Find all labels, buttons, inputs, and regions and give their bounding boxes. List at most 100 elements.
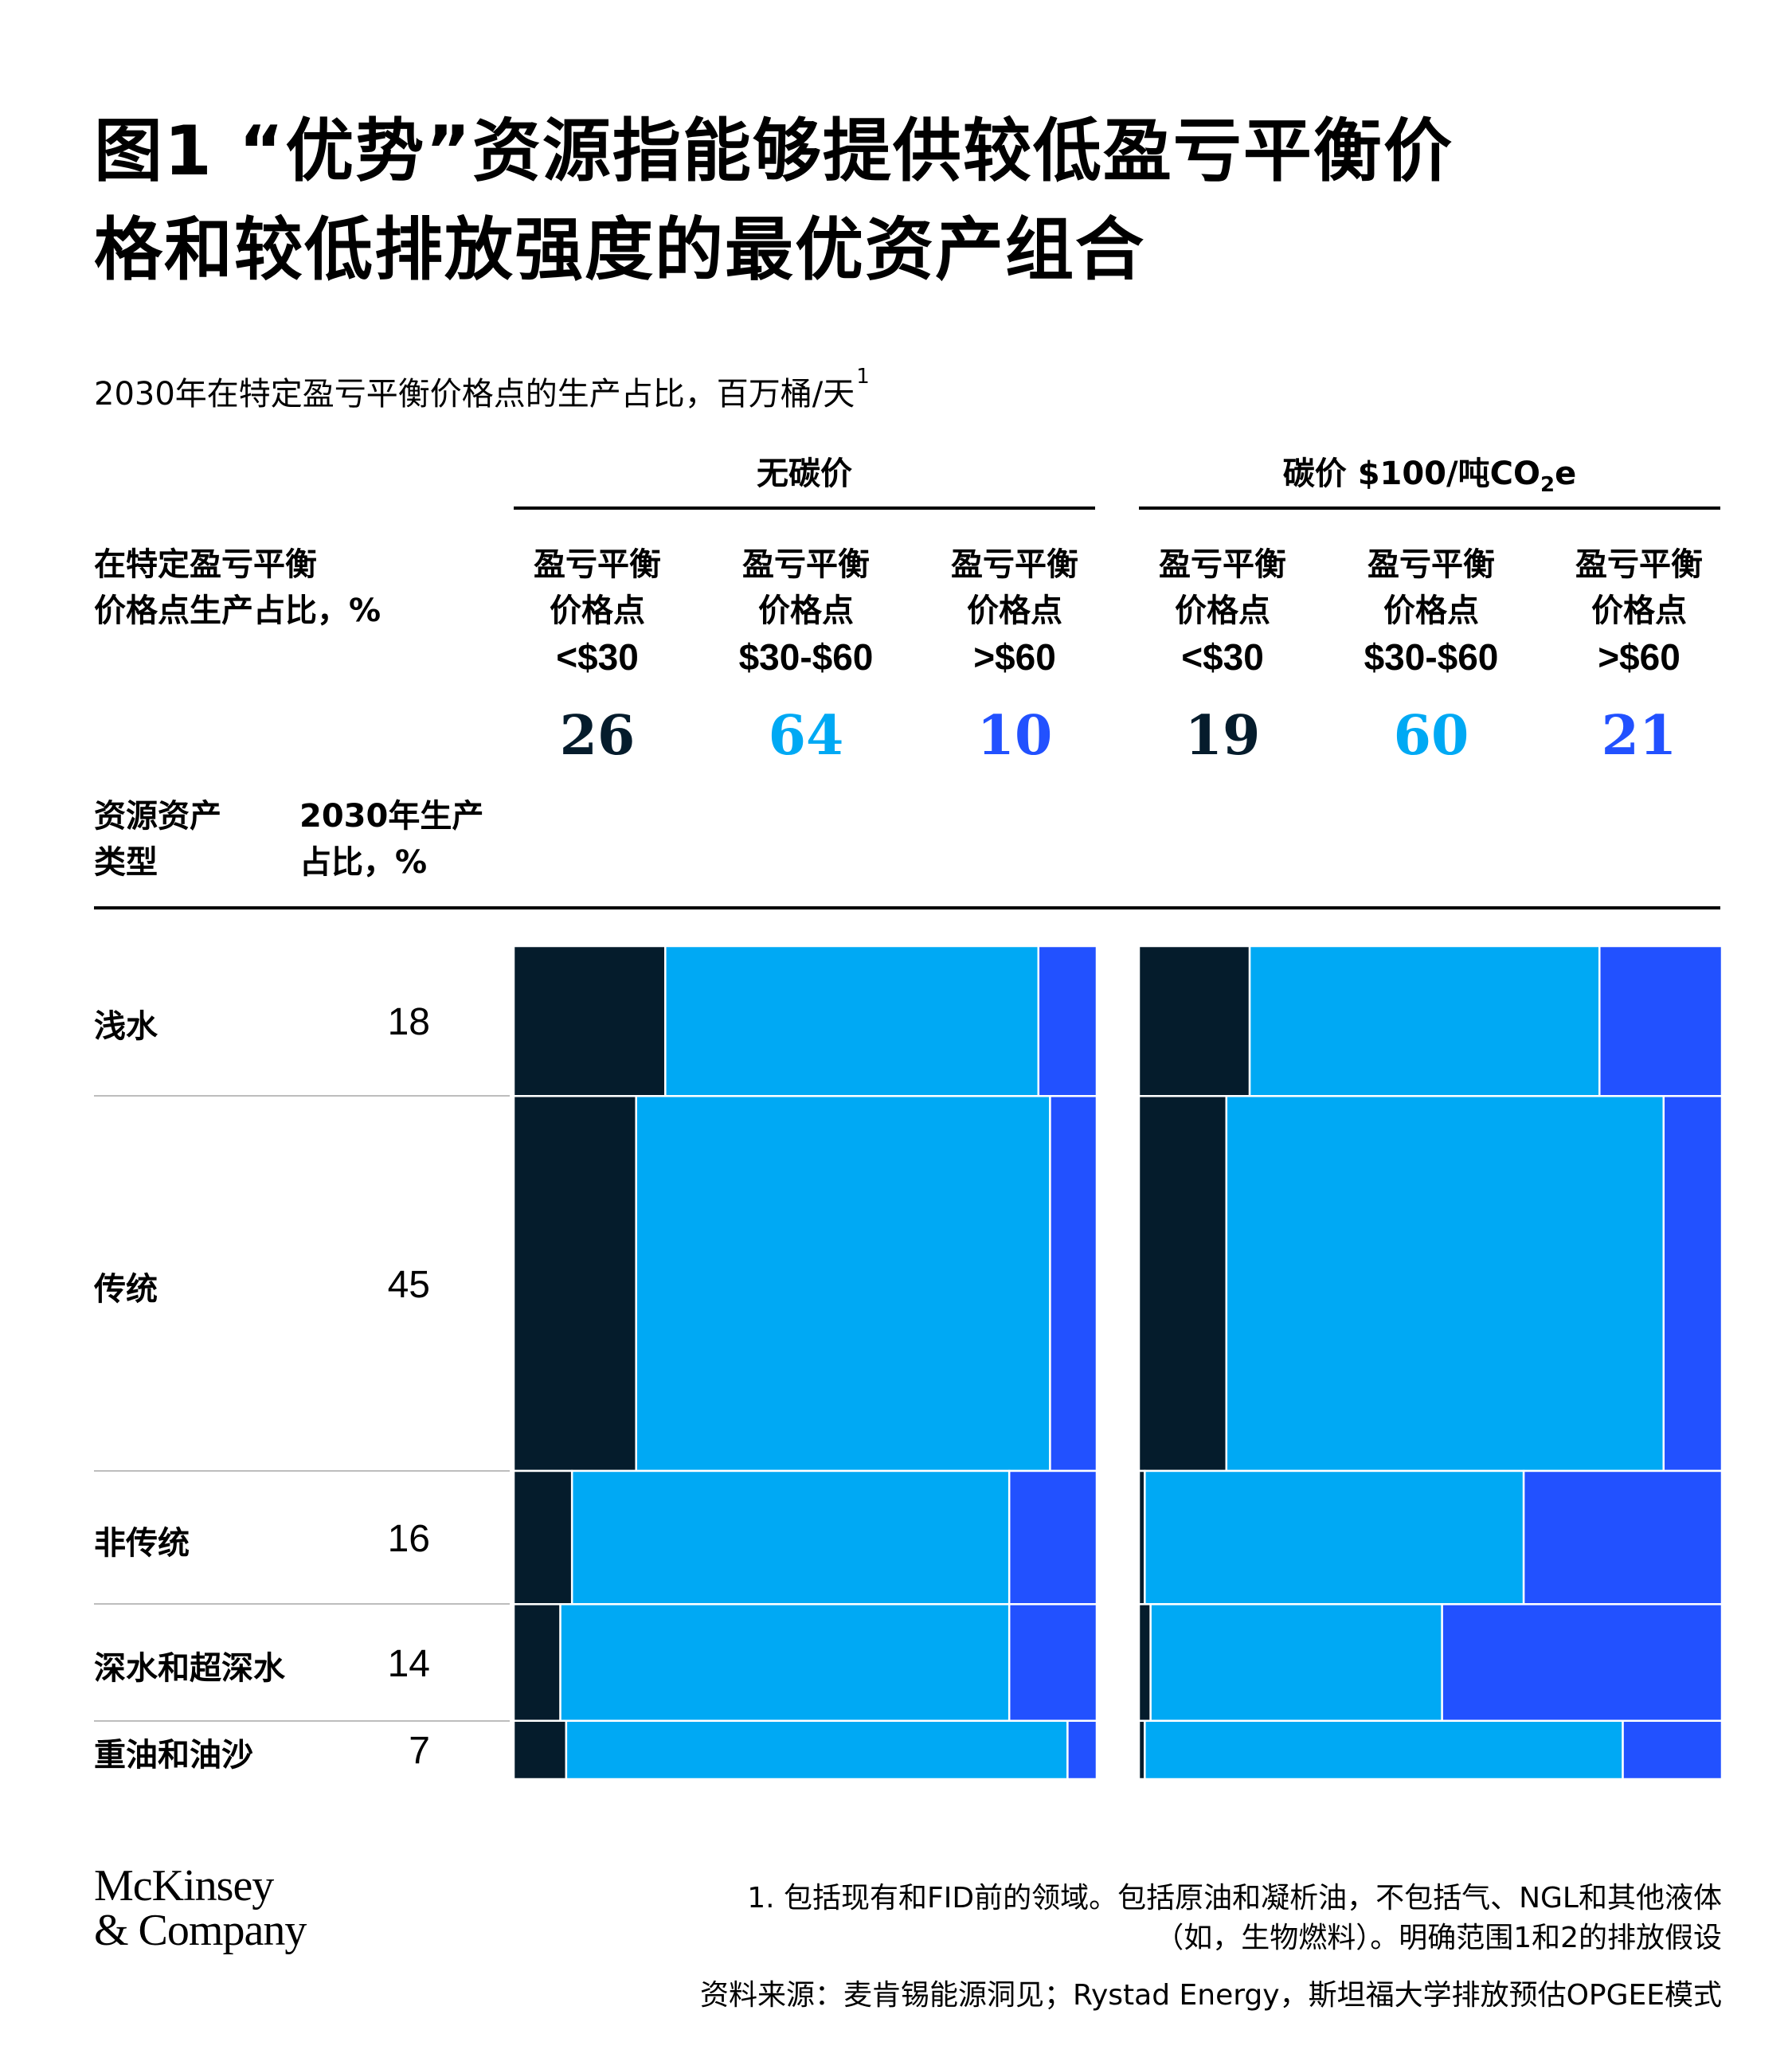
column-header-line-2: 价格点	[1175, 593, 1270, 629]
row-production-share: 45	[387, 1263, 430, 1306]
mekko-segment	[559, 1603, 1011, 1723]
column-header-line-1: 盈亏平衡	[534, 546, 661, 583]
mekko-segment	[570, 1469, 1011, 1606]
logo-line-2: & Company	[94, 1906, 307, 1955]
column-header: 盈亏平衡 价格点 $30-$60	[1336, 542, 1527, 680]
share-value-over-60: 21	[1601, 704, 1677, 768]
mekko-segment	[1225, 1095, 1665, 1473]
mekko-segment	[1144, 1719, 1624, 1781]
column-header-line-2: 价格点	[550, 593, 645, 629]
mekko-segment	[635, 1095, 1051, 1473]
mekko-segment	[1662, 1095, 1724, 1473]
column-header-price: $30-$60	[1364, 636, 1499, 678]
mekko-segment	[512, 1719, 568, 1781]
group-rule-no-carbon	[514, 506, 1095, 510]
column-header-price: $30-$60	[738, 636, 874, 678]
mekko-segment	[1598, 945, 1724, 1097]
title-line-1: 图1 “优势”资源指能够提供较低盈亏平衡价	[94, 111, 1454, 191]
mekko-segment	[1008, 1603, 1098, 1723]
share-value-under-30: 26	[559, 704, 636, 768]
column-header-line-1: 盈亏平衡	[951, 546, 1078, 583]
row-separator	[94, 1719, 510, 1722]
share-header-line-1: 在特定盈亏平衡	[94, 546, 317, 583]
column-header-price: >$60	[1598, 636, 1680, 678]
column-header-line-1: 盈亏平衡	[1367, 546, 1495, 583]
column-header: 盈亏平衡 价格点 <$30	[1127, 542, 1318, 680]
title-line-2: 格和较低排放强度的最优资产组合	[94, 210, 1145, 290]
mekko-segment	[1149, 1603, 1443, 1723]
share-value-30-60: 64	[768, 704, 844, 768]
row-label: 非传统	[94, 1524, 190, 1562]
column-header-price: <$30	[556, 636, 639, 678]
footnote-line-2: （如，生物燃料）。明确范围1和2的排放假设	[1155, 1922, 1722, 1954]
mekko-segment	[1037, 945, 1098, 1097]
mekko-segment	[1137, 945, 1251, 1097]
mekko-segment	[1522, 1469, 1724, 1606]
chart-title: 图1 “优势”资源指能够提供较低盈亏平衡价 格和较低排放强度的最优资产组合	[94, 102, 1727, 299]
logo-line-1: McKinsey	[94, 1861, 274, 1911]
row-production-share: 7	[409, 1730, 430, 1773]
mekko-segment	[565, 1719, 1069, 1781]
column-header-line-2: 价格点	[758, 593, 854, 629]
row-separator	[94, 1095, 510, 1097]
mekko-segment	[512, 1603, 561, 1723]
mekko-segment	[664, 945, 1040, 1097]
column-header: 盈亏平衡 价格点 <$30	[502, 542, 693, 680]
column-header: 盈亏平衡 价格点 >$60	[919, 542, 1110, 680]
mekko-segment	[1248, 945, 1601, 1097]
mekko-segment	[512, 1095, 637, 1473]
share-value-over-60: 10	[976, 704, 1053, 768]
carbon-label-tail: e	[1555, 456, 1577, 492]
row-separator	[94, 1603, 510, 1606]
row-label: 浅水	[94, 1008, 158, 1046]
row-label: 传统	[94, 1270, 158, 1308]
resource-type-header: 资源资产 类型	[94, 793, 221, 886]
mekko-segment	[1049, 1095, 1098, 1473]
share-header: 在特定盈亏平衡 价格点生产占比，%	[94, 542, 381, 634]
column-header-line-2: 价格点	[1591, 593, 1687, 629]
share-value-under-30: 19	[1184, 704, 1261, 768]
group-label-carbon-price: 碳价 $100/吨CO2e	[1139, 448, 1720, 497]
column-header-price: >$60	[973, 636, 1056, 678]
mekko-segment	[1144, 1469, 1525, 1606]
row-production-share: 16	[387, 1517, 430, 1560]
row-label: 深水和超深水	[94, 1649, 285, 1687]
row-production-share: 14	[387, 1642, 430, 1685]
production-share-header: 2030年生产 占比，%	[299, 793, 483, 886]
mekko-segment	[512, 1469, 573, 1606]
production-header-line-1: 2030年生产	[299, 798, 484, 835]
subtitle-text: 2030年在特定盈亏平衡价格点的生产占比，百万桶/天	[94, 376, 855, 413]
share-value-30-60: 60	[1393, 704, 1469, 768]
carbon-label-sub: 2	[1540, 473, 1555, 497]
mekko-segment	[1137, 1095, 1228, 1473]
mekko-segment	[1066, 1719, 1098, 1781]
column-header-line-1: 盈亏平衡	[1575, 546, 1703, 583]
column-header-line-1: 盈亏平衡	[742, 546, 870, 583]
mekko-segment	[1008, 1469, 1098, 1606]
group-rule-carbon-price	[1139, 506, 1720, 510]
chart-subtitle: 2030年在特定盈亏平衡价格点的生产占比，百万桶/天1	[94, 365, 870, 414]
share-header-line-2: 价格点生产占比，%	[94, 593, 381, 629]
column-header-line-1: 盈亏平衡	[1159, 546, 1286, 583]
carbon-label-main: 碳价 $100/吨CO	[1282, 456, 1540, 492]
resource-header-line-2: 类型	[94, 844, 158, 881]
resource-header-line-1: 资源资产	[94, 798, 221, 835]
column-header-line-2: 价格点	[967, 593, 1062, 629]
mekko-segment	[1622, 1719, 1724, 1781]
column-header: 盈亏平衡 价格点 >$60	[1544, 542, 1735, 680]
footnote-line-1: 1. 包括现有和FID前的领域。包括原油和凝析油，不包括气、NGL和其他液体	[747, 1882, 1722, 1915]
production-header-line-2: 占比，%	[299, 844, 428, 881]
row-label: 重油和油沙	[94, 1737, 253, 1774]
column-header: 盈亏平衡 价格点 $30-$60	[710, 542, 902, 680]
row-production-share: 18	[387, 1001, 430, 1044]
mckinsey-logo: McKinsey & Company	[94, 1861, 307, 1955]
footnote-mark: 1	[856, 365, 870, 389]
row-separator	[94, 1469, 510, 1472]
column-header-line-2: 价格点	[1383, 593, 1479, 629]
mekko-segment	[1441, 1603, 1724, 1723]
header-rule	[94, 906, 1720, 909]
group-label-no-carbon: 无碳价	[757, 456, 852, 492]
source-note: 资料来源：麦肯锡能源洞见；Rystad Energy，斯坦福大学排放预估OPGE…	[699, 1979, 1722, 2012]
column-header-price: <$30	[1181, 636, 1264, 678]
